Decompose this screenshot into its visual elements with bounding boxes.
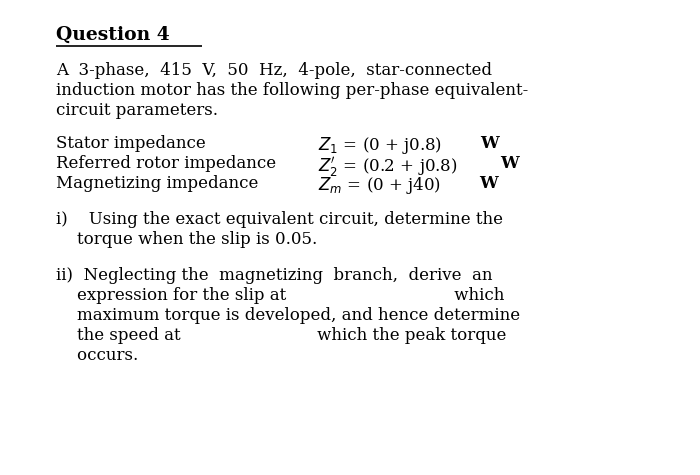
Text: Referred rotor impedance: Referred rotor impedance	[56, 155, 276, 172]
Text: $Z_{1}$ = (0 + j0.8): $Z_{1}$ = (0 + j0.8)	[318, 135, 444, 156]
Text: W: W	[479, 175, 498, 192]
Text: $Z_{2}^{\prime}$ = (0.2 + j0.8): $Z_{2}^{\prime}$ = (0.2 + j0.8)	[318, 155, 459, 180]
Text: expression for the slip at                                which: expression for the slip at which	[56, 287, 505, 304]
Text: circuit parameters.: circuit parameters.	[56, 102, 218, 119]
Text: the speed at                          which the peak torque: the speed at which the peak torque	[56, 327, 506, 344]
Text: W: W	[500, 155, 519, 172]
Text: W: W	[480, 135, 499, 152]
Text: Question 4: Question 4	[56, 26, 169, 44]
Text: A  3-phase,  415  V,  50  Hz,  4-pole,  star-connected: A 3-phase, 415 V, 50 Hz, 4-pole, star-co…	[56, 62, 492, 79]
Text: induction motor has the following per-phase equivalent-: induction motor has the following per-ph…	[56, 82, 528, 99]
Text: i)    Using the exact equivalent circuit, determine the: i) Using the exact equivalent circuit, d…	[56, 211, 503, 228]
Text: ii)  Neglecting the  magnetizing  branch,  derive  an: ii) Neglecting the magnetizing branch, d…	[56, 267, 493, 284]
Text: $Z_{m}$ = (0 + j40): $Z_{m}$ = (0 + j40)	[318, 175, 443, 196]
Text: Stator impedance: Stator impedance	[56, 135, 206, 152]
Text: Magnetizing impedance: Magnetizing impedance	[56, 175, 258, 192]
Text: occurs.: occurs.	[56, 347, 139, 364]
Text: maximum torque is developed, and hence determine: maximum torque is developed, and hence d…	[56, 307, 520, 324]
Text: torque when the slip is 0.05.: torque when the slip is 0.05.	[56, 231, 317, 248]
